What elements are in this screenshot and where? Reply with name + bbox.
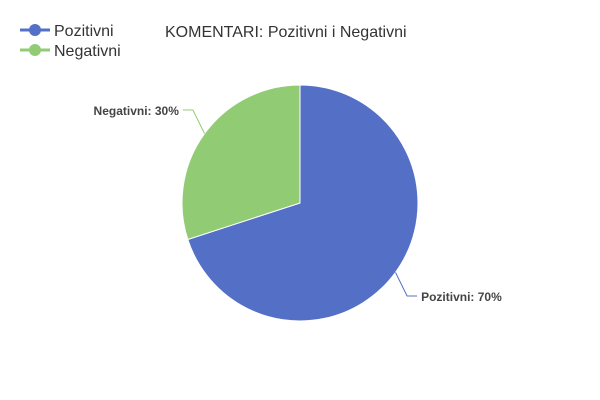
leader-line-negativni: [182, 109, 205, 134]
pie-slice-pozitivni[interactable]: [187, 84, 419, 322]
legend-label-pozitivni: Pozitivni: [54, 23, 114, 40]
slice-label-negativni: Negativni: 30%: [94, 104, 180, 118]
legend: Pozitivni Negativni: [20, 23, 121, 60]
slice-label-pozitivni: Pozitivni: 70%: [421, 290, 502, 304]
legend-item-pozitivni[interactable]: Pozitivni: [20, 23, 114, 40]
legend-label-negativni: Negativni: [54, 43, 121, 60]
leader-line-pozitivni: [395, 272, 418, 297]
legend-marker-pozitivni: [29, 24, 41, 36]
pie-labels: Pozitivni: 70% Negativni: 30%: [94, 104, 503, 304]
chart-title: KOMENTARI: Pozitivni i Negativni: [165, 24, 407, 41]
pie-slices: [181, 84, 419, 322]
legend-item-negativni[interactable]: Negativni: [20, 43, 121, 60]
legend-marker-negativni: [29, 44, 41, 56]
pie-slice-negativni[interactable]: [181, 84, 301, 241]
